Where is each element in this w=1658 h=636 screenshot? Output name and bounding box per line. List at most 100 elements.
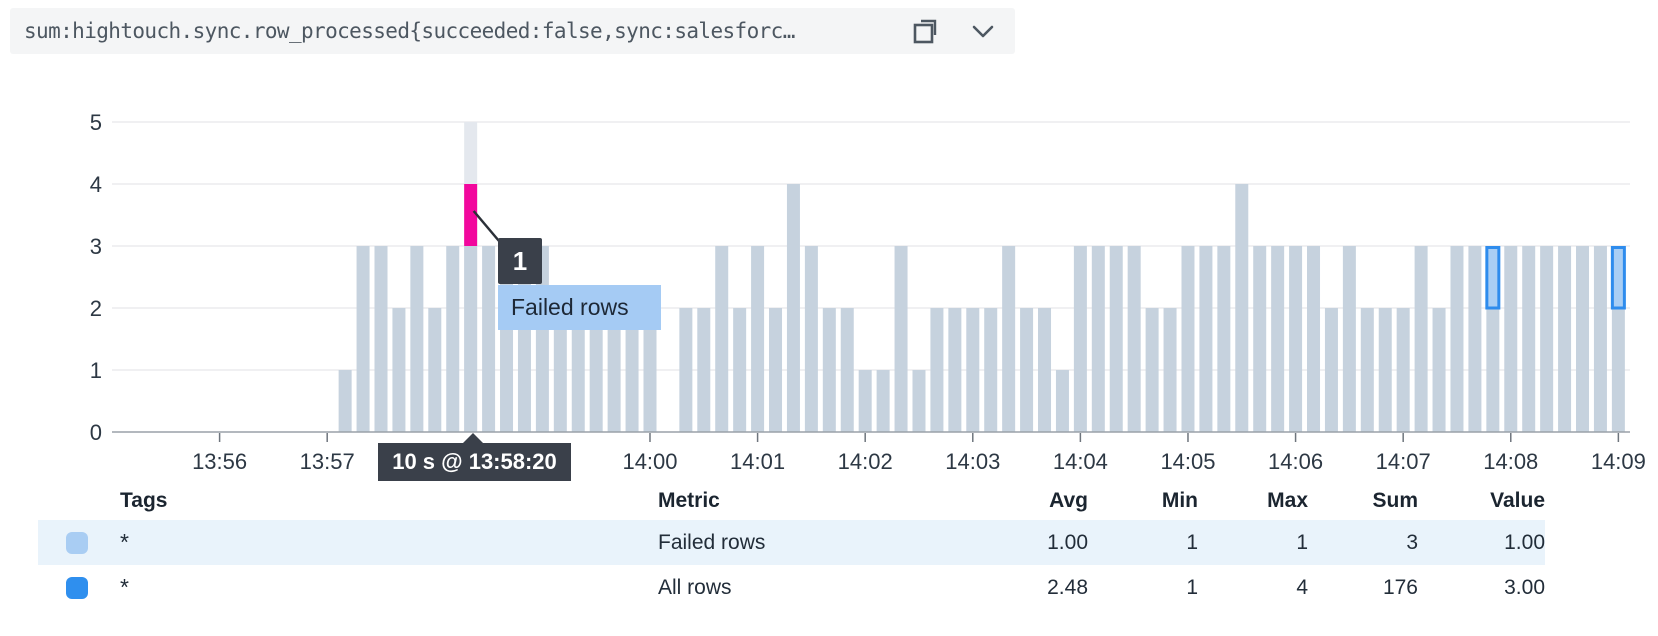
legend-row-failed-sum: 3 — [1308, 520, 1418, 565]
legend-row-failed-metric[interactable]: Failed rows — [640, 520, 1000, 565]
bar-all-rows — [1576, 246, 1590, 432]
x-axis-label: 14:00 — [622, 449, 677, 474]
bar-all-rows — [1324, 308, 1338, 432]
bar-all-rows — [1235, 184, 1249, 432]
bar-all-rows — [876, 370, 890, 432]
legend-header-value: Value — [1490, 489, 1545, 512]
legend-row-failed-tags[interactable]: * — [110, 520, 640, 565]
bar-all-rows — [1486, 308, 1500, 432]
bar-all-rows — [966, 308, 980, 432]
bar-all-rows — [1414, 246, 1428, 432]
hover-tooltip-series: Failed rows — [498, 285, 661, 330]
legend-row-all-min: 1 — [1186, 575, 1198, 599]
bar-all-rows — [625, 308, 639, 432]
bar-all-rows — [1307, 246, 1321, 432]
y-axis-label: 3 — [90, 234, 102, 259]
legend-header-tags: Tags — [120, 489, 168, 512]
x-axis-label: 14:05 — [1160, 449, 1215, 474]
legend-row-all-swatch-cell[interactable] — [38, 565, 110, 610]
x-axis-label: 14:08 — [1483, 449, 1538, 474]
x-axis-label: 14:06 — [1268, 449, 1323, 474]
hover-tooltip-value: 1 — [498, 238, 542, 284]
series-swatch-all-rows[interactable] — [66, 576, 88, 599]
bar-all-rows — [1504, 246, 1518, 432]
bar-all-rows — [1271, 246, 1285, 432]
legend-header-metric: Metric — [658, 489, 720, 512]
legend-header-min: Min — [1161, 489, 1198, 512]
x-axis-label: 14:03 — [945, 449, 1000, 474]
x-axis-label: 14:02 — [838, 449, 893, 474]
bar-failed-rows — [1610, 246, 1626, 310]
x-axis-label: 14:04 — [1053, 449, 1108, 474]
bar-all-rows — [482, 246, 496, 432]
metric-query-bar[interactable]: sum:hightouch.sync.row_processed{succeed… — [10, 8, 1015, 54]
legend-table: Tags Metric Avg Min Max Sum Value * Fail… — [38, 482, 1545, 610]
bar-all-rows — [1378, 308, 1392, 432]
y-axis-label: 0 — [90, 420, 102, 445]
legend-row-all-value: 3.00 — [1504, 575, 1545, 599]
bar-all-rows — [1020, 308, 1034, 432]
bar-all-rows — [1217, 246, 1231, 432]
bar-all-rows — [1181, 246, 1195, 432]
bar-all-rows — [1468, 246, 1482, 432]
chart-canvas[interactable]: 0 1 2 3 4 5 13:56 13:57 14:00 14:01 14:02 14:03 14:0… — [0, 0, 1658, 500]
bar-all-rows — [464, 246, 478, 432]
bar-all-rows — [984, 308, 998, 432]
bar-all-rows — [410, 246, 424, 432]
bar-all-rows — [715, 246, 729, 432]
bar-all-rows — [571, 308, 585, 432]
legend-row-all-avg: 2.48 — [1047, 575, 1088, 599]
bar-all-rows — [679, 308, 693, 432]
bar-all-rows — [1199, 246, 1213, 432]
bar-all-rows — [356, 246, 370, 432]
bar-all-rows — [1038, 308, 1052, 432]
bar-all-rows — [804, 246, 818, 432]
bar-all-rows — [912, 370, 926, 432]
x-axis-label: 14:09 — [1591, 449, 1646, 474]
bar-all-rows — [1558, 246, 1572, 432]
copy-icon[interactable] — [909, 15, 941, 47]
x-axis-label: 14:01 — [730, 449, 785, 474]
series-swatch-failed-rows[interactable] — [66, 531, 88, 554]
chevron-down-icon[interactable] — [967, 15, 999, 47]
bar-all-rows — [446, 246, 460, 432]
bar-all-rows — [1002, 246, 1016, 432]
bar-all-rows — [1055, 370, 1069, 432]
bar-all-rows — [643, 308, 657, 432]
bar-all-rows — [589, 308, 603, 432]
bar-all-rows — [1163, 308, 1177, 432]
legend-row-failed-swatch-cell[interactable] — [38, 520, 110, 565]
bar-all-rows — [697, 308, 711, 432]
bar-all-rows — [894, 246, 908, 432]
y-axis-label: 2 — [90, 296, 102, 321]
legend-row-all-tags[interactable]: * — [120, 574, 129, 600]
x-axis-label: 13:56 — [192, 449, 247, 474]
legend-row-all-sum: 176 — [1382, 575, 1418, 599]
y-axis-label: 4 — [90, 172, 102, 197]
bar-all-rows — [1073, 246, 1087, 432]
x-axis-label: 13:57 — [300, 449, 355, 474]
legend-header-swatch — [38, 482, 110, 520]
y-axis-label: 1 — [90, 358, 102, 383]
tooltip-connector-line — [472, 210, 500, 242]
bar-all-rows — [1289, 246, 1303, 432]
time-tooltip-caret-icon — [462, 433, 484, 444]
bar-all-rows — [1522, 246, 1536, 432]
bar-all-rows — [374, 246, 388, 432]
bar-all-rows — [948, 308, 962, 432]
bar-all-rows — [769, 308, 783, 432]
bar-all-rows — [751, 246, 765, 432]
legend-row-failed-min: 1 — [1088, 520, 1198, 565]
bar-all-rows — [1109, 246, 1123, 432]
bar-all-rows — [1450, 246, 1464, 432]
metric-query-text: sum:hightouch.sync.row_processed{succeed… — [24, 19, 795, 43]
bar-all-rows — [858, 370, 872, 432]
bar-all-rows — [1540, 246, 1554, 432]
bar-all-rows — [1593, 246, 1607, 432]
legend-row-failed-max: 1 — [1198, 520, 1308, 565]
legend-row-all-max: 4 — [1296, 575, 1308, 599]
bar-all-rows — [1611, 308, 1625, 432]
bar-all-rows — [607, 308, 621, 432]
bar-all-rows — [1360, 308, 1374, 432]
legend-row-all-metric[interactable]: All rows — [658, 575, 732, 599]
